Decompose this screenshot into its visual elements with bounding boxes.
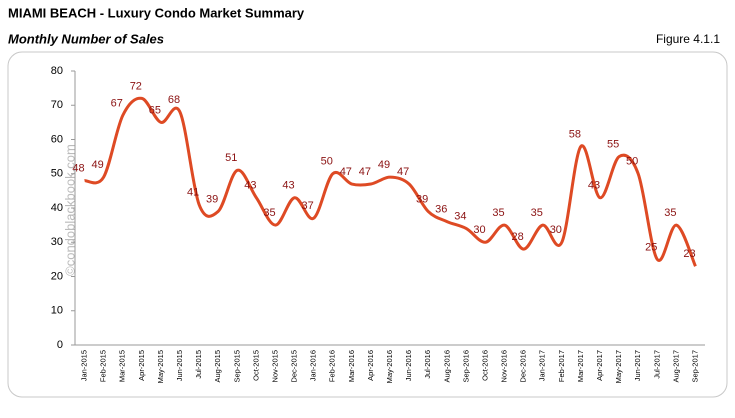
- x-tick-label: Apr-2015: [137, 350, 146, 381]
- data-label: 68: [168, 94, 180, 106]
- page-title: MIAMI BEACH - Luxury Condo Market Summar…: [8, 5, 305, 20]
- data-label: 23: [683, 248, 695, 260]
- data-line: [84, 96, 697, 267]
- watermark: ©condoblackbook.com: [62, 144, 77, 276]
- x-tick-label: Jun-2017: [633, 350, 642, 381]
- y-tick-label: 20: [51, 270, 63, 282]
- x-tick-label: Apr-2016: [366, 350, 375, 381]
- data-label: 55: [607, 139, 619, 151]
- x-tick-label: Feb-2015: [99, 350, 108, 382]
- y-tick-label: 10: [51, 305, 63, 317]
- data-label: 35: [263, 207, 275, 219]
- data-label: 36: [435, 204, 447, 216]
- data-label: 67: [111, 97, 123, 109]
- data-label: 30: [550, 224, 562, 236]
- data-label: 35: [531, 207, 543, 219]
- x-tick-label: Jun-2015: [175, 350, 184, 381]
- x-tick-label: Jul-2017: [652, 350, 661, 379]
- x-tick-label: Jul-2015: [194, 350, 203, 379]
- data-label: 49: [92, 159, 104, 171]
- data-label: 30: [473, 224, 485, 236]
- figure-label: Figure 4.1.1: [656, 32, 720, 46]
- x-tick-label: May-2016: [385, 350, 394, 383]
- x-tick-label: Sep-2015: [232, 350, 241, 383]
- data-label: 39: [416, 193, 428, 205]
- x-tick-label: Jan-2015: [80, 350, 89, 381]
- chart-title: Monthly Number of Sales: [8, 31, 164, 46]
- data-label: 49: [378, 159, 390, 171]
- data-label: 35: [492, 207, 504, 219]
- data-label: 47: [397, 166, 409, 178]
- x-tick-label: Feb-2016: [328, 350, 337, 382]
- x-tick-label: Aug-2016: [442, 350, 451, 383]
- data-label: 43: [244, 180, 256, 192]
- x-tick-label: May-2017: [614, 350, 623, 383]
- y-tick-label: 60: [51, 133, 63, 145]
- x-tick-label: Mar-2017: [576, 350, 585, 382]
- y-tick-label: 0: [57, 339, 63, 351]
- x-tick-label: Sep-2016: [461, 350, 470, 383]
- data-label: 25: [645, 241, 657, 253]
- data-label: 50: [321, 156, 333, 168]
- x-tick-label: Aug-2015: [213, 350, 222, 383]
- y-tick-label: 50: [51, 168, 63, 180]
- x-tick-label: Jan-2017: [538, 350, 547, 381]
- x-tick-label: Oct-2015: [251, 350, 260, 381]
- data-label: 43: [588, 180, 600, 192]
- data-label: 37: [302, 200, 314, 212]
- data-label: 41: [187, 186, 199, 198]
- data-label: 43: [282, 180, 294, 192]
- x-tick-label: Aug-2017: [671, 350, 680, 383]
- y-tick-label: 40: [51, 202, 63, 214]
- data-label: 50: [626, 156, 638, 168]
- x-tick-label: Dec-2016: [519, 350, 528, 383]
- data-label: 58: [569, 128, 581, 140]
- x-tick-label: Mar-2016: [347, 350, 356, 382]
- x-tick-label: Nov-2015: [270, 350, 279, 383]
- x-tick-label: Jan-2016: [309, 350, 318, 381]
- y-tick-label: 30: [51, 236, 63, 248]
- data-label: 28: [512, 231, 524, 243]
- x-tick-label: Nov-2016: [500, 350, 509, 383]
- x-tick-label: Dec-2015: [290, 350, 299, 383]
- data-label: 39: [206, 193, 218, 205]
- data-label: 35: [664, 207, 676, 219]
- y-tick-label: 80: [51, 65, 63, 77]
- data-label: 51: [225, 152, 237, 164]
- data-label: 47: [340, 166, 352, 178]
- x-tick-label: Feb-2017: [557, 350, 566, 382]
- x-tick-label: Jul-2016: [423, 350, 432, 379]
- y-tick-label: 70: [51, 99, 63, 111]
- data-label: 48: [72, 163, 84, 175]
- x-tick-label: Apr-2017: [595, 350, 604, 381]
- x-tick-label: May-2015: [156, 350, 165, 383]
- x-tick-label: Jun-2016: [404, 350, 413, 381]
- data-label: 72: [130, 80, 142, 92]
- x-tick-label: Sep-2017: [690, 350, 699, 383]
- data-label: 47: [359, 166, 371, 178]
- data-label: 34: [454, 210, 466, 222]
- data-label: 65: [149, 104, 161, 116]
- x-tick-label: Oct-2016: [480, 350, 489, 381]
- x-tick-label: Mar-2015: [118, 350, 127, 382]
